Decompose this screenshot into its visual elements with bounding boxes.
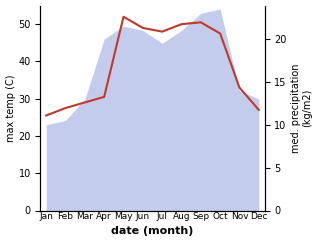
X-axis label: date (month): date (month) [111, 227, 194, 236]
Y-axis label: max temp (C): max temp (C) [5, 74, 16, 142]
Y-axis label: med. precipitation
(kg/m2): med. precipitation (kg/m2) [291, 63, 313, 153]
